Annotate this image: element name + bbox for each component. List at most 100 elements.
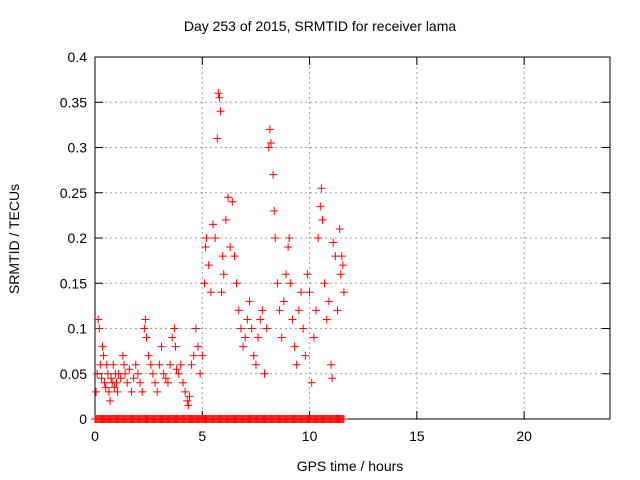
data-point — [333, 306, 342, 315]
data-point — [234, 306, 243, 315]
data-point — [187, 360, 196, 369]
data-point — [228, 197, 237, 206]
data-point — [270, 206, 279, 215]
data-point — [236, 324, 245, 333]
data-point — [338, 261, 347, 270]
data-point — [119, 360, 128, 369]
data-point — [247, 324, 256, 333]
data-point — [185, 392, 194, 401]
data-point — [265, 125, 274, 134]
axis-ticks: 0 0.05 0.1 0.15 0.2 0.25 0.3 0.35 0.4 0 5 10 15 20 — [60, 49, 610, 444]
data-point — [336, 270, 345, 279]
data-point — [98, 342, 107, 351]
data-point — [218, 252, 227, 261]
x-tick-label: 0 — [91, 428, 99, 444]
data-point — [322, 315, 331, 324]
data-point — [269, 170, 278, 179]
data-point — [163, 378, 172, 387]
data-point — [144, 351, 153, 360]
data-point — [284, 243, 293, 252]
data-point — [299, 324, 308, 333]
data-point — [100, 378, 109, 387]
data-point — [226, 243, 235, 252]
data-point — [129, 374, 138, 383]
data-point — [230, 252, 239, 261]
data-point — [131, 360, 140, 369]
data-point — [196, 369, 205, 378]
data-point — [140, 324, 149, 333]
data-point — [94, 315, 103, 324]
y-tick-label: 0.4 — [68, 49, 88, 65]
data-point — [170, 324, 179, 333]
data-point — [121, 369, 130, 378]
data-point — [314, 234, 323, 242]
data-point — [264, 143, 273, 152]
data-point — [206, 288, 215, 297]
data-point — [254, 333, 263, 342]
data-point — [183, 396, 192, 405]
data-point — [339, 288, 348, 297]
y-tick-label: 0.1 — [68, 321, 88, 337]
data-point — [297, 288, 305, 297]
data-point — [251, 360, 260, 369]
data-point — [104, 387, 113, 396]
data-point — [241, 333, 250, 342]
data-point — [285, 234, 294, 242]
data-point — [148, 369, 157, 378]
data-point — [153, 387, 162, 396]
y-axis-label: SRMTID / TECUs — [6, 184, 22, 294]
data-point — [275, 306, 284, 315]
data-point — [95, 324, 104, 333]
data-point — [92, 387, 101, 396]
data-point — [256, 315, 265, 324]
data-point — [262, 324, 271, 333]
data-point — [213, 134, 222, 143]
data-point — [109, 360, 118, 369]
data-point — [312, 306, 321, 315]
x-tick-label: 5 — [198, 428, 206, 444]
data-point — [146, 360, 155, 369]
data-point — [141, 315, 150, 324]
data-point — [97, 374, 106, 383]
data-point — [328, 374, 337, 383]
data-point — [123, 378, 132, 387]
data-point — [249, 351, 258, 360]
data-point — [166, 360, 175, 369]
data-point — [116, 374, 125, 383]
data-point — [176, 360, 185, 369]
x-tick-label: 20 — [516, 428, 532, 444]
data-point — [307, 378, 316, 387]
data-point — [292, 360, 301, 369]
data-point — [201, 243, 210, 252]
chart-title: Day 253 of 2015, SRMTID for receiver lam… — [183, 18, 457, 34]
data-point — [243, 315, 252, 324]
data-point — [239, 342, 248, 351]
data-point — [204, 261, 213, 270]
data-point — [174, 369, 183, 378]
data-point — [219, 270, 228, 279]
data-point — [127, 387, 136, 396]
data-point — [151, 378, 160, 387]
data-point — [172, 365, 181, 374]
data-point — [200, 279, 209, 288]
data-point — [103, 369, 112, 378]
data-point — [215, 93, 224, 102]
x-tick-label: 10 — [302, 428, 318, 444]
data-point — [125, 365, 134, 374]
data-point — [198, 351, 207, 360]
data-point — [189, 351, 198, 360]
data-point — [184, 401, 193, 410]
data-point — [337, 252, 346, 261]
data-point — [155, 360, 164, 369]
data-point — [316, 202, 325, 211]
data-point — [309, 333, 318, 342]
data-point — [106, 396, 115, 405]
data-point — [305, 288, 314, 297]
data-point — [281, 270, 290, 279]
data-point — [317, 184, 326, 193]
data-point — [279, 297, 288, 306]
data-point — [113, 387, 122, 396]
data-point — [171, 342, 180, 351]
data-point — [178, 378, 187, 387]
